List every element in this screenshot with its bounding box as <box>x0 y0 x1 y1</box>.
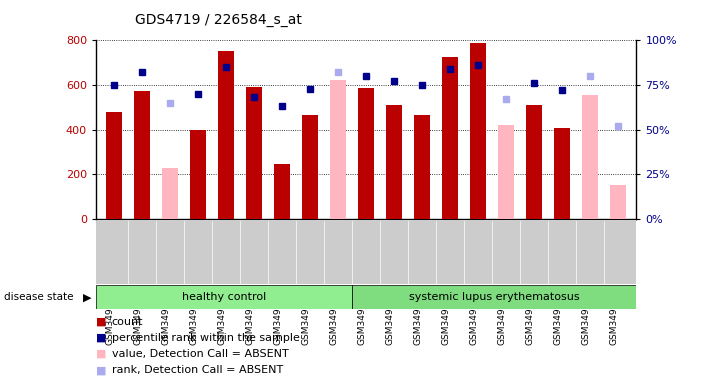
Text: ■: ■ <box>96 349 107 359</box>
Bar <box>247 87 262 219</box>
Text: value, Detection Call = ABSENT: value, Detection Call = ABSENT <box>112 349 289 359</box>
Bar <box>352 285 636 309</box>
Text: systemic lupus erythematosus: systemic lupus erythematosus <box>409 292 579 302</box>
Text: rank, Detection Call = ABSENT: rank, Detection Call = ABSENT <box>112 365 283 375</box>
Bar <box>191 130 206 219</box>
Text: ■: ■ <box>96 365 107 375</box>
Bar <box>415 115 430 219</box>
Bar <box>358 88 374 219</box>
Text: ▶: ▶ <box>82 292 91 302</box>
Text: disease state: disease state <box>4 292 73 302</box>
Bar <box>471 43 486 219</box>
Bar <box>387 105 402 219</box>
Bar <box>498 125 514 219</box>
Bar <box>582 95 598 219</box>
Bar <box>107 112 122 219</box>
Bar <box>611 185 626 219</box>
Bar <box>218 51 234 219</box>
Text: percentile rank within the sample: percentile rank within the sample <box>112 333 299 343</box>
Bar <box>96 285 352 309</box>
Bar <box>442 57 458 219</box>
Text: count: count <box>112 317 143 327</box>
Bar <box>302 115 318 219</box>
Text: healthy control: healthy control <box>182 292 266 302</box>
Bar <box>526 105 542 219</box>
Text: ■: ■ <box>96 333 107 343</box>
Bar <box>163 167 178 219</box>
Bar <box>274 164 290 219</box>
Bar <box>555 129 570 219</box>
Bar <box>134 91 150 219</box>
Text: ■: ■ <box>96 317 107 327</box>
Bar <box>331 81 346 219</box>
Text: GDS4719 / 226584_s_at: GDS4719 / 226584_s_at <box>135 13 302 27</box>
